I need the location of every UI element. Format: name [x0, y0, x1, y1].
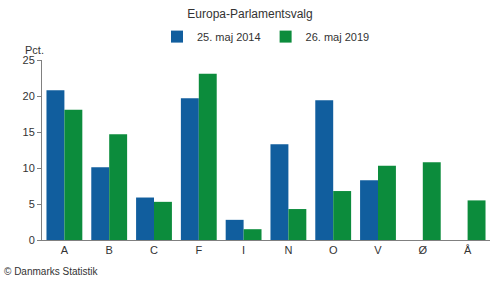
svg-text:Ø: Ø [419, 244, 428, 256]
svg-text:15: 15 [23, 126, 35, 138]
svg-text:Å: Å [464, 244, 472, 256]
svg-text:© Danmarks Statistik: © Danmarks Statistik [4, 266, 99, 277]
svg-text:10: 10 [23, 162, 35, 174]
svg-text:O: O [329, 244, 338, 256]
svg-text:Pct.: Pct. [25, 44, 44, 56]
svg-text:20: 20 [23, 90, 35, 102]
svg-text:C: C [150, 244, 158, 256]
svg-text:N: N [284, 244, 292, 256]
svg-text:Europa-Parlamentsvalg: Europa-Parlamentsvalg [187, 7, 312, 21]
svg-text:V: V [374, 244, 382, 256]
svg-text:A: A [61, 244, 69, 256]
svg-text:5: 5 [29, 198, 35, 210]
svg-text:F: F [195, 244, 202, 256]
svg-text:25: 25 [23, 54, 35, 66]
svg-text:26. maj 2019: 26. maj 2019 [306, 31, 370, 43]
svg-text:25. maj 2014: 25. maj 2014 [197, 31, 261, 43]
svg-text:I: I [242, 244, 245, 256]
svg-text:0: 0 [29, 234, 35, 246]
svg-text:B: B [106, 244, 113, 256]
